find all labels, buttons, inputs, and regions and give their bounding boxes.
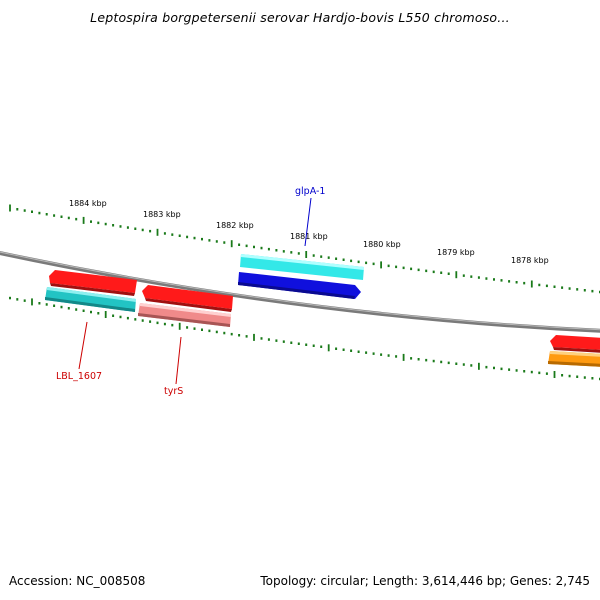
kbp-label-1880: 1880 kbp (363, 240, 401, 249)
accession-text: Accession: NC_008508 (9, 574, 146, 588)
kbp-label-1878: 1878 kbp (511, 256, 549, 265)
chromosome-backbone (0, 251, 600, 333)
kbp-label-1884: 1884 kbp (69, 199, 107, 208)
LBL_1607-leader-line (78, 321, 88, 370)
gene-LBL_1607[interactable] (45, 287, 136, 312)
kbp-label-1882: 1882 kbp (216, 221, 254, 230)
gene-forward-1[interactable] (49, 270, 137, 296)
glpA-1-leader-line (304, 197, 312, 247)
gene-reverse-right[interactable] (548, 351, 600, 367)
gene-glpA-1-cyan[interactable] (240, 254, 364, 280)
gene-forward-right[interactable] (550, 335, 600, 353)
gene-glpA-1[interactable] (238, 272, 361, 299)
tyrS-leader-line (175, 336, 182, 385)
gene-label-LBL_1607[interactable]: LBL_1607 (56, 371, 102, 382)
map-title: Leptospira borgpetersenii serovar Hardjo… (90, 10, 510, 25)
genome-summary-text: Topology: circular; Length: 3,614,446 bp… (260, 574, 590, 588)
gene-label-tyrS[interactable]: tyrS (164, 386, 183, 397)
chromosome-backbone-highlight (0, 251, 600, 331)
inner-scale-ticks (9, 296, 600, 381)
gene-label-glpA-1[interactable]: glpA-1 (295, 186, 325, 197)
kbp-label-1883: 1883 kbp (143, 210, 181, 219)
kbp-label-1879: 1879 kbp (437, 248, 475, 257)
kbp-label-1881: 1881 kbp (290, 232, 328, 241)
gene-forward-2[interactable] (142, 285, 233, 312)
outer-scale-ticks (9, 204, 600, 294)
gene-tyrS[interactable] (138, 303, 231, 327)
